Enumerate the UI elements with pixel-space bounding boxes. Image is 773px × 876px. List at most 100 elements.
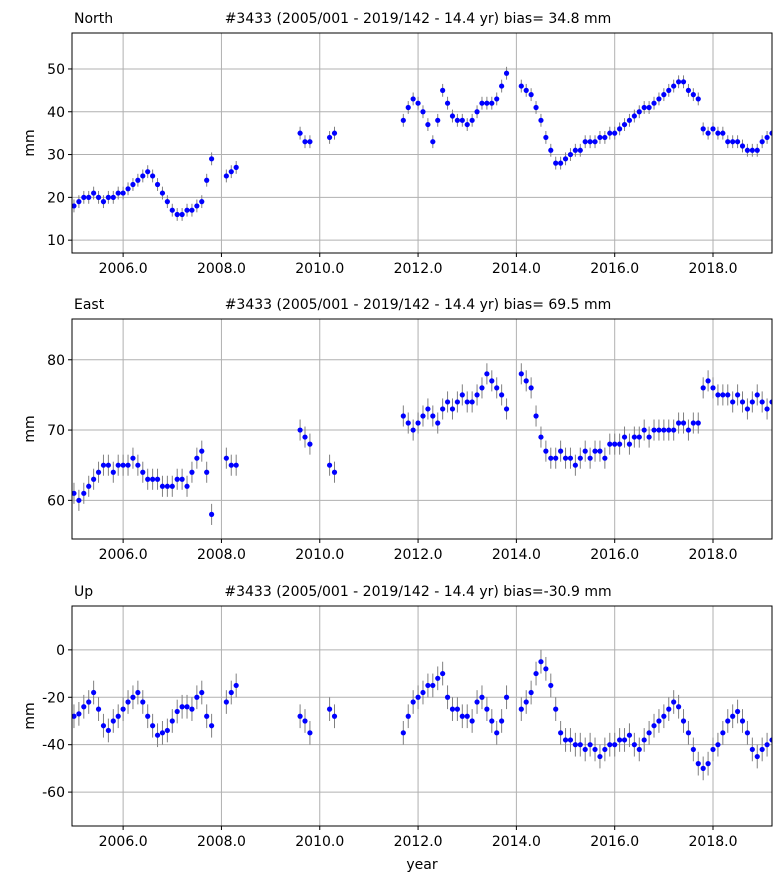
y-tick-label: 40: [47, 105, 65, 121]
x-tick-label: 2018.0: [689, 834, 738, 850]
data-point: [769, 130, 772, 136]
data-point: [666, 87, 672, 93]
data-point: [425, 406, 431, 412]
data-point: [528, 385, 534, 391]
x-tick-label: 2012.0: [394, 547, 443, 563]
data-point: [307, 139, 313, 145]
data-point: [631, 113, 637, 119]
data-point: [95, 194, 102, 200]
data-point: [661, 92, 667, 98]
data-point: [572, 147, 578, 153]
data-point: [209, 723, 215, 729]
data-point: [405, 713, 411, 719]
data-point: [695, 420, 701, 426]
y-tick-label: 30: [47, 148, 65, 164]
data-point: [705, 378, 711, 384]
data-point: [700, 126, 706, 132]
data-point: [86, 483, 92, 489]
data-point: [636, 746, 642, 753]
data-point: [105, 194, 111, 200]
data-point: [749, 147, 755, 153]
data-point: [734, 708, 741, 715]
data-point: [120, 462, 126, 468]
data-point: [130, 455, 136, 461]
data-point: [159, 190, 166, 196]
plot-area: [72, 66, 772, 221]
data-point: [734, 139, 741, 145]
data-point: [725, 139, 731, 145]
data-point: [150, 476, 156, 482]
data-point: [489, 100, 495, 106]
data-point: [120, 190, 126, 196]
data-point: [425, 121, 431, 128]
data-point: [184, 207, 190, 213]
data-point: [607, 742, 613, 748]
data-point: [671, 83, 677, 89]
data-point: [459, 392, 465, 398]
data-point: [76, 711, 82, 717]
data-point: [607, 130, 613, 136]
data-point: [469, 117, 475, 123]
panel-subtitle: #3433 (2005/001 - 2019/142 - 14.4 yr) bi…: [225, 11, 612, 27]
data-point: [110, 718, 116, 724]
data-point: [538, 117, 544, 123]
data-point: [626, 732, 633, 738]
data-point: [533, 670, 539, 677]
x-tick-label: 2016.0: [590, 547, 639, 563]
x-tick-label: 2016.0: [590, 261, 639, 277]
data-point: [543, 448, 549, 454]
data-point: [91, 190, 97, 196]
data-point: [582, 139, 588, 145]
data-point: [577, 455, 583, 461]
data-point: [749, 399, 755, 405]
data-point: [489, 718, 495, 724]
y-tick-label: 10: [47, 233, 65, 249]
data-point: [764, 134, 770, 141]
data-point: [730, 399, 736, 405]
data-point: [715, 392, 721, 398]
data-point: [553, 160, 559, 166]
data-point: [518, 706, 524, 712]
subplot: 2006.0 2008.0 2010.0 2012.0 2014.0 2016.0 2018…: [22, 297, 773, 563]
data-point: [199, 448, 205, 454]
data-point: [130, 694, 136, 700]
data-point: [685, 730, 692, 736]
data-point: [81, 490, 87, 496]
data-point: [523, 87, 529, 93]
data-point: [169, 207, 175, 213]
data-point: [587, 139, 593, 145]
data-point: [440, 406, 446, 412]
data-point: [430, 682, 436, 689]
data-point: [577, 742, 583, 748]
data-point: [204, 177, 210, 183]
data-point: [435, 420, 441, 426]
axes-frame: [71, 32, 773, 254]
data-point: [671, 699, 677, 705]
data-point: [159, 483, 166, 489]
data-point: [444, 100, 451, 106]
points: [72, 371, 772, 517]
data-point: [523, 378, 529, 384]
data-point: [548, 682, 554, 689]
x-tick-label: 2010.0: [295, 834, 344, 850]
data-point: [194, 203, 200, 209]
x-tick-label: 2012.0: [394, 834, 443, 850]
data-point: [140, 173, 146, 179]
data-point: [759, 399, 765, 405]
data-point: [415, 420, 421, 426]
data-point: [661, 713, 667, 719]
data-point: [612, 130, 618, 136]
data-point: [474, 109, 480, 115]
data-point: [464, 713, 470, 719]
data-point: [734, 392, 741, 398]
data-point: [651, 427, 657, 433]
data-point: [523, 699, 529, 705]
data-point: [484, 706, 490, 712]
data-point: [764, 406, 770, 412]
data-point: [739, 718, 746, 724]
data-point: [140, 699, 146, 705]
data-point: [184, 704, 190, 710]
data-point: [720, 130, 726, 136]
data-point: [582, 448, 588, 454]
